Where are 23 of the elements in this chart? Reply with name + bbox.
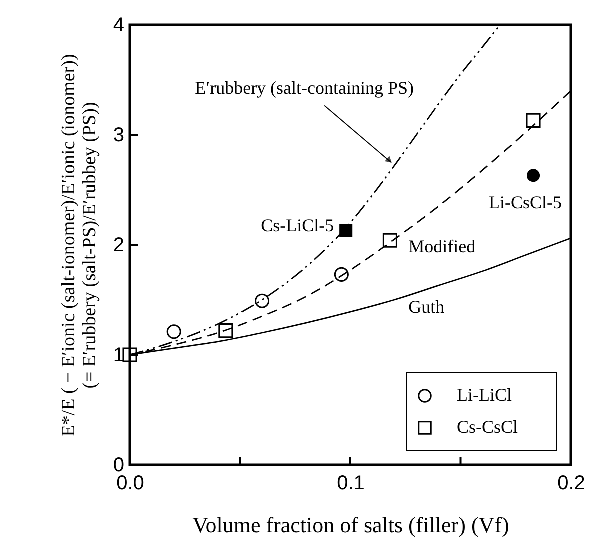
x-tick-label: 0.2 [558,472,586,494]
point [218,324,234,338]
series-label: Cs-LiCl-5 [261,216,334,236]
series-label: Guth [408,297,445,317]
y-tick-label: 1 [113,344,124,366]
point [526,113,541,128]
legend-label: Cs-CsCl [457,417,518,437]
point [526,169,540,182]
point [340,224,353,238]
y-tick-label: 4 [113,14,124,36]
y-tick-label: 3 [113,124,124,146]
point [166,324,182,340]
x-tick-label: 0.1 [337,472,365,494]
legend-label: Li-LiCl [457,385,512,405]
y-axis-title: E*/E ( − E′ionic (salt-ionomer)/E′ionic (ionomer)) (= E′rubbery (salt-PS)/E′rubbey (PS)) [58,54,100,437]
y-tick-label: 2 [113,234,124,256]
series-label: Modified [408,236,476,256]
point [334,267,349,282]
series-label: Li-CsCl-5 [489,192,562,213]
point [255,294,270,308]
point [382,233,398,248]
x-axis-title: Volume fraction of salts (filler) (Vf) [192,512,510,538]
series-label: E′rubbery (salt-containing PS) [195,78,414,98]
